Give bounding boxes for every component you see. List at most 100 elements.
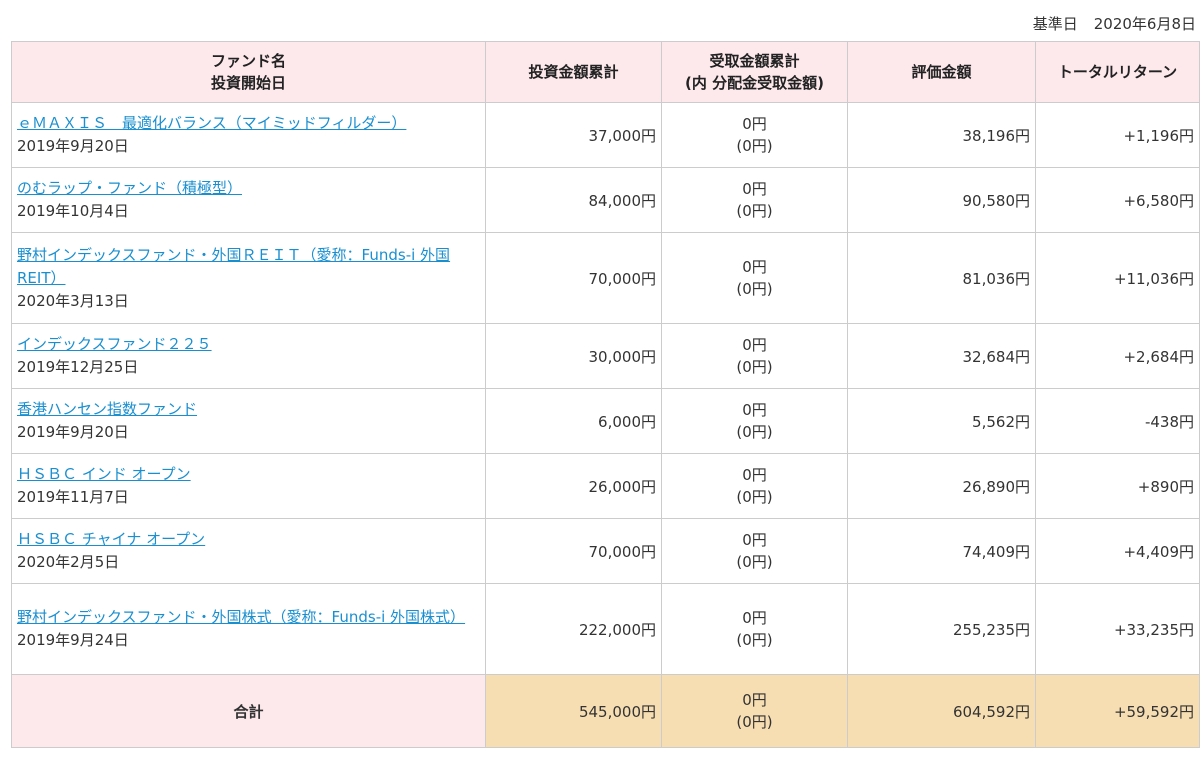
fund-link[interactable]: 野村インデックスファンド・外国ＲＥＩＴ（愛称：Funds-i 外国REIT） — [17, 245, 451, 287]
header-valuation: 評価金額 — [847, 41, 1036, 103]
header-received-line1: 受取金額累計 — [709, 52, 800, 70]
start-date: 2019年10月4日 — [17, 202, 129, 220]
total-received-cell: 0円 (0円) — [661, 674, 848, 748]
distribution-value: (0円) — [736, 488, 773, 506]
valuation-cell: 32,684円 — [847, 323, 1036, 389]
received-cell: 0円 (0円) — [661, 388, 848, 454]
received-value: 0円 — [742, 531, 767, 549]
invested-cell: 30,000円 — [485, 323, 662, 389]
total-invested: 545,000円 — [485, 674, 662, 748]
received-value: 0円 — [742, 401, 767, 419]
received-cell: 0円 (0円) — [661, 453, 848, 519]
fund-cell: ｅＭＡＸＩＳ 最適化バランス（マイミッドフィルダー） 2019年9月20日 — [11, 102, 486, 168]
distribution-value: (0円) — [736, 423, 773, 441]
start-date: 2020年3月13日 — [17, 291, 129, 310]
fund-cell: ＨＳＢＣ チャイナ オープン 2020年2月5日 — [11, 518, 486, 584]
fund-cell: 香港ハンセン指数ファンド 2019年9月20日 — [11, 388, 486, 454]
header-total-return: トータルリターン — [1035, 41, 1200, 103]
valuation-cell: 5,562円 — [847, 388, 1036, 454]
fund-cell: 野村インデックスファンド・外国ＲＥＩＴ（愛称：Funds-i 外国REIT） 20… — [11, 232, 486, 324]
return-cell: +6,580円 — [1035, 167, 1200, 233]
table-row: ｅＭＡＸＩＳ 最適化バランス（マイミッドフィルダー） 2019年9月20日 37,… — [11, 102, 1200, 168]
table-row: ＨＳＢＣ チャイナ オープン 2020年2月5日 70,000円 0円 (0円) 7… — [11, 518, 1200, 584]
start-date: 2019年11月7日 — [17, 488, 129, 506]
fund-link[interactable]: 野村インデックスファンド・外国株式（愛称：Funds-i 外国株式） — [17, 608, 466, 626]
base-date: 基準日 2020年6月8日 — [1033, 13, 1196, 34]
fund-link[interactable]: のむラップ・ファンド（積極型） — [17, 179, 243, 197]
distribution-value: (0円) — [736, 137, 773, 155]
return-cell: +33,235円 — [1035, 583, 1200, 675]
received-cell: 0円 (0円) — [661, 102, 848, 168]
received-cell: 0円 (0円) — [661, 518, 848, 584]
fund-link[interactable]: ｅＭＡＸＩＳ 最適化バランス（マイミッドフィルダー） — [17, 114, 407, 132]
table-row: ＨＳＢＣ インド オープン 2019年11月7日 26,000円 0円 (0円) 2… — [11, 453, 1200, 519]
received-cell: 0円 (0円) — [661, 232, 848, 324]
valuation-cell: 26,890円 — [847, 453, 1036, 519]
table-row: のむラップ・ファンド（積極型） 2019年10月4日 84,000円 0円 (0円)… — [11, 167, 1200, 233]
table-header-row: ファンド名投資開始日 投資金額累計 受取金額累計 (内 分配金受取金額) 評価金額… — [11, 41, 1200, 103]
received-cell: 0円 (0円) — [661, 323, 848, 389]
valuation-cell: 90,580円 — [847, 167, 1036, 233]
total-distribution: (0円) — [736, 713, 773, 731]
start-date: 2019年9月20日 — [17, 137, 129, 155]
fund-cell: ＨＳＢＣ インド オープン 2019年11月7日 — [11, 453, 486, 519]
received-cell: 0円 (0円) — [661, 583, 848, 675]
received-value: 0円 — [742, 180, 767, 198]
invested-cell: 6,000円 — [485, 388, 662, 454]
table-row: 香港ハンセン指数ファンド 2019年9月20日 6,000円 0円 (0円) 5,5… — [11, 388, 1200, 454]
fund-cell: 野村インデックスファンド・外国株式（愛称：Funds-i 外国株式） 2019年9… — [11, 583, 486, 675]
received-value: 0円 — [742, 466, 767, 484]
start-date: 2020年2月5日 — [17, 553, 120, 571]
fund-cell: のむラップ・ファンド（積極型） 2019年10月4日 — [11, 167, 486, 233]
table-row: 野村インデックスファンド・外国ＲＥＩＴ（愛称：Funds-i 外国REIT） 20… — [11, 232, 1200, 324]
fund-link[interactable]: ＨＳＢＣ インド オープン — [17, 465, 191, 483]
valuation-cell: 74,409円 — [847, 518, 1036, 584]
distribution-value: (0円) — [736, 553, 773, 571]
invested-cell: 222,000円 — [485, 583, 662, 675]
start-date: 2019年12月25日 — [17, 358, 139, 376]
invested-cell: 70,000円 — [485, 518, 662, 584]
return-cell: +4,409円 — [1035, 518, 1200, 584]
header-invested: 投資金額累計 — [485, 41, 662, 103]
base-date-value: 2020年6月8日 — [1093, 15, 1196, 33]
valuation-cell: 255,235円 — [847, 583, 1036, 675]
invested-cell: 26,000円 — [485, 453, 662, 519]
table-row: インデックスファンド２２５ 2019年12月25日 30,000円 0円 (0円) … — [11, 323, 1200, 389]
valuation-cell: 38,196円 — [847, 102, 1036, 168]
distribution-value: (0円) — [736, 631, 773, 649]
distribution-value: (0円) — [736, 280, 773, 298]
fund-link[interactable]: 香港ハンセン指数ファンド — [17, 400, 198, 418]
header-received-line2: (内 分配金受取金額) — [685, 74, 824, 92]
header-received: 受取金額累計 (内 分配金受取金額) — [661, 41, 848, 103]
header-fund-name: ファンド名投資開始日 — [11, 41, 486, 103]
distribution-value: (0円) — [736, 202, 773, 220]
received-value: 0円 — [742, 258, 767, 276]
distribution-value: (0円) — [736, 358, 773, 376]
return-cell: +11,036円 — [1035, 232, 1200, 324]
invested-cell: 37,000円 — [485, 102, 662, 168]
table-row: 野村インデックスファンド・外国株式（愛称：Funds-i 外国株式） 2019年9… — [11, 583, 1200, 675]
return-cell: +1,196円 — [1035, 102, 1200, 168]
return-cell: -438円 — [1035, 388, 1200, 454]
fund-link[interactable]: インデックスファンド２２５ — [17, 335, 212, 353]
total-valuation: 604,592円 — [847, 674, 1036, 748]
invested-cell: 70,000円 — [485, 232, 662, 324]
fund-cell: インデックスファンド２２５ 2019年12月25日 — [11, 323, 486, 389]
header-name-line2: 投資開始日 — [210, 74, 286, 92]
start-date: 2019年9月20日 — [17, 423, 129, 441]
received-cell: 0円 (0円) — [661, 167, 848, 233]
invested-cell: 84,000円 — [485, 167, 662, 233]
received-value: 0円 — [742, 609, 767, 627]
total-row: 合計 545,000円 0円 (0円) 604,592円 +59,592円 — [11, 674, 1200, 748]
total-label: 合計 — [11, 674, 486, 748]
total-return: +59,592円 — [1035, 674, 1200, 748]
base-date-label: 基準日 — [1032, 15, 1078, 33]
fund-link[interactable]: ＨＳＢＣ チャイナ オープン — [17, 530, 206, 548]
start-date: 2019年9月24日 — [17, 631, 129, 649]
header-name-line1: ファンド名 — [210, 52, 286, 70]
fund-table: ファンド名投資開始日 投資金額累計 受取金額累計 (内 分配金受取金額) 評価金額… — [11, 41, 1200, 748]
received-value: 0円 — [742, 336, 767, 354]
return-cell: +2,684円 — [1035, 323, 1200, 389]
total-received: 0円 — [742, 691, 767, 709]
valuation-cell: 81,036円 — [847, 232, 1036, 324]
